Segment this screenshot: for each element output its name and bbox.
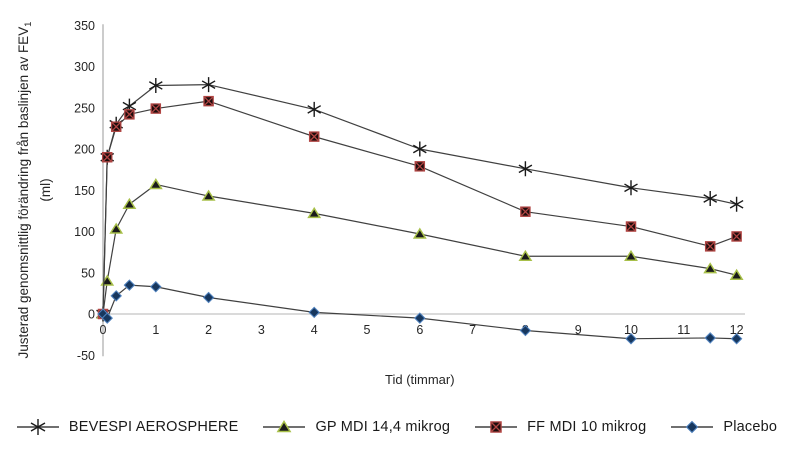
triangle-marker-icon bbox=[263, 420, 306, 433]
svg-text:150: 150 bbox=[74, 184, 95, 198]
legend-label-bevespi-aerosphere: BEVESPI AEROSPHERE bbox=[68, 419, 239, 435]
svg-text:5: 5 bbox=[364, 323, 371, 337]
y-axis-title: Justerad genomsnittlig förändring från b… bbox=[16, 22, 34, 359]
series-placebo bbox=[97, 279, 743, 345]
legend-item-bevespi-aerosphere: BEVESPI AEROSPHERE bbox=[16, 419, 239, 435]
svg-text:7: 7 bbox=[469, 323, 476, 337]
svg-text:9: 9 bbox=[575, 323, 582, 337]
legend-item-placebo: Placebo bbox=[670, 419, 777, 435]
legend-item-gp-mdi: GP MDI 14,4 mikrog bbox=[262, 419, 450, 435]
square-x-marker-icon bbox=[475, 421, 518, 433]
svg-text:6: 6 bbox=[416, 323, 423, 337]
svg-text:2: 2 bbox=[205, 323, 212, 337]
fev1-line-chart: 350300250200150100500-500123456789101112… bbox=[16, 19, 745, 387]
series-bevespi-aerosphere bbox=[96, 77, 744, 322]
svg-text:0: 0 bbox=[88, 308, 95, 322]
svg-text:250: 250 bbox=[74, 101, 95, 115]
svg-text:100: 100 bbox=[74, 225, 95, 239]
legend-label-placebo: Placebo bbox=[723, 419, 778, 435]
svg-text:11: 11 bbox=[677, 323, 690, 337]
svg-text:12: 12 bbox=[730, 323, 744, 337]
y-axis-unit: (ml) bbox=[38, 178, 53, 201]
svg-text:200: 200 bbox=[74, 143, 95, 157]
svg-text:10: 10 bbox=[624, 323, 638, 337]
svg-text:1: 1 bbox=[152, 323, 159, 337]
legend-label-ff-mdi: FF MDI 10 mikrog bbox=[527, 419, 647, 435]
legend-label-gp-mdi: GP MDI 14,4 mikrog bbox=[315, 419, 451, 435]
svg-text:300: 300 bbox=[74, 60, 95, 74]
svg-text:350: 350 bbox=[74, 19, 95, 33]
y-axis-tick-labels: 350 300 250 200 150 100 50 0 -50 bbox=[74, 19, 95, 363]
svg-text:-50: -50 bbox=[77, 349, 95, 363]
svg-text:3: 3 bbox=[258, 323, 265, 337]
x-axis-tick-labels: 0123456789101112 bbox=[100, 323, 744, 337]
diamond-marker-icon bbox=[671, 420, 714, 434]
x-axis-title: Tid (timmar) bbox=[385, 372, 455, 387]
svg-text:50: 50 bbox=[81, 266, 95, 280]
svg-text:4: 4 bbox=[311, 323, 318, 337]
chart-legend: BEVESPI AEROSPHERE GP MDI 14,4 mikrog FF… bbox=[0, 419, 793, 435]
series-gp-mdi-14-4-mikrog bbox=[96, 178, 744, 319]
series-ff-mdi-10-mikrog bbox=[97, 95, 742, 320]
legend-item-ff-mdi: FF MDI 10 mikrog bbox=[474, 419, 646, 435]
asterisk-marker-icon bbox=[16, 419, 59, 435]
svg-text:0: 0 bbox=[100, 323, 107, 337]
